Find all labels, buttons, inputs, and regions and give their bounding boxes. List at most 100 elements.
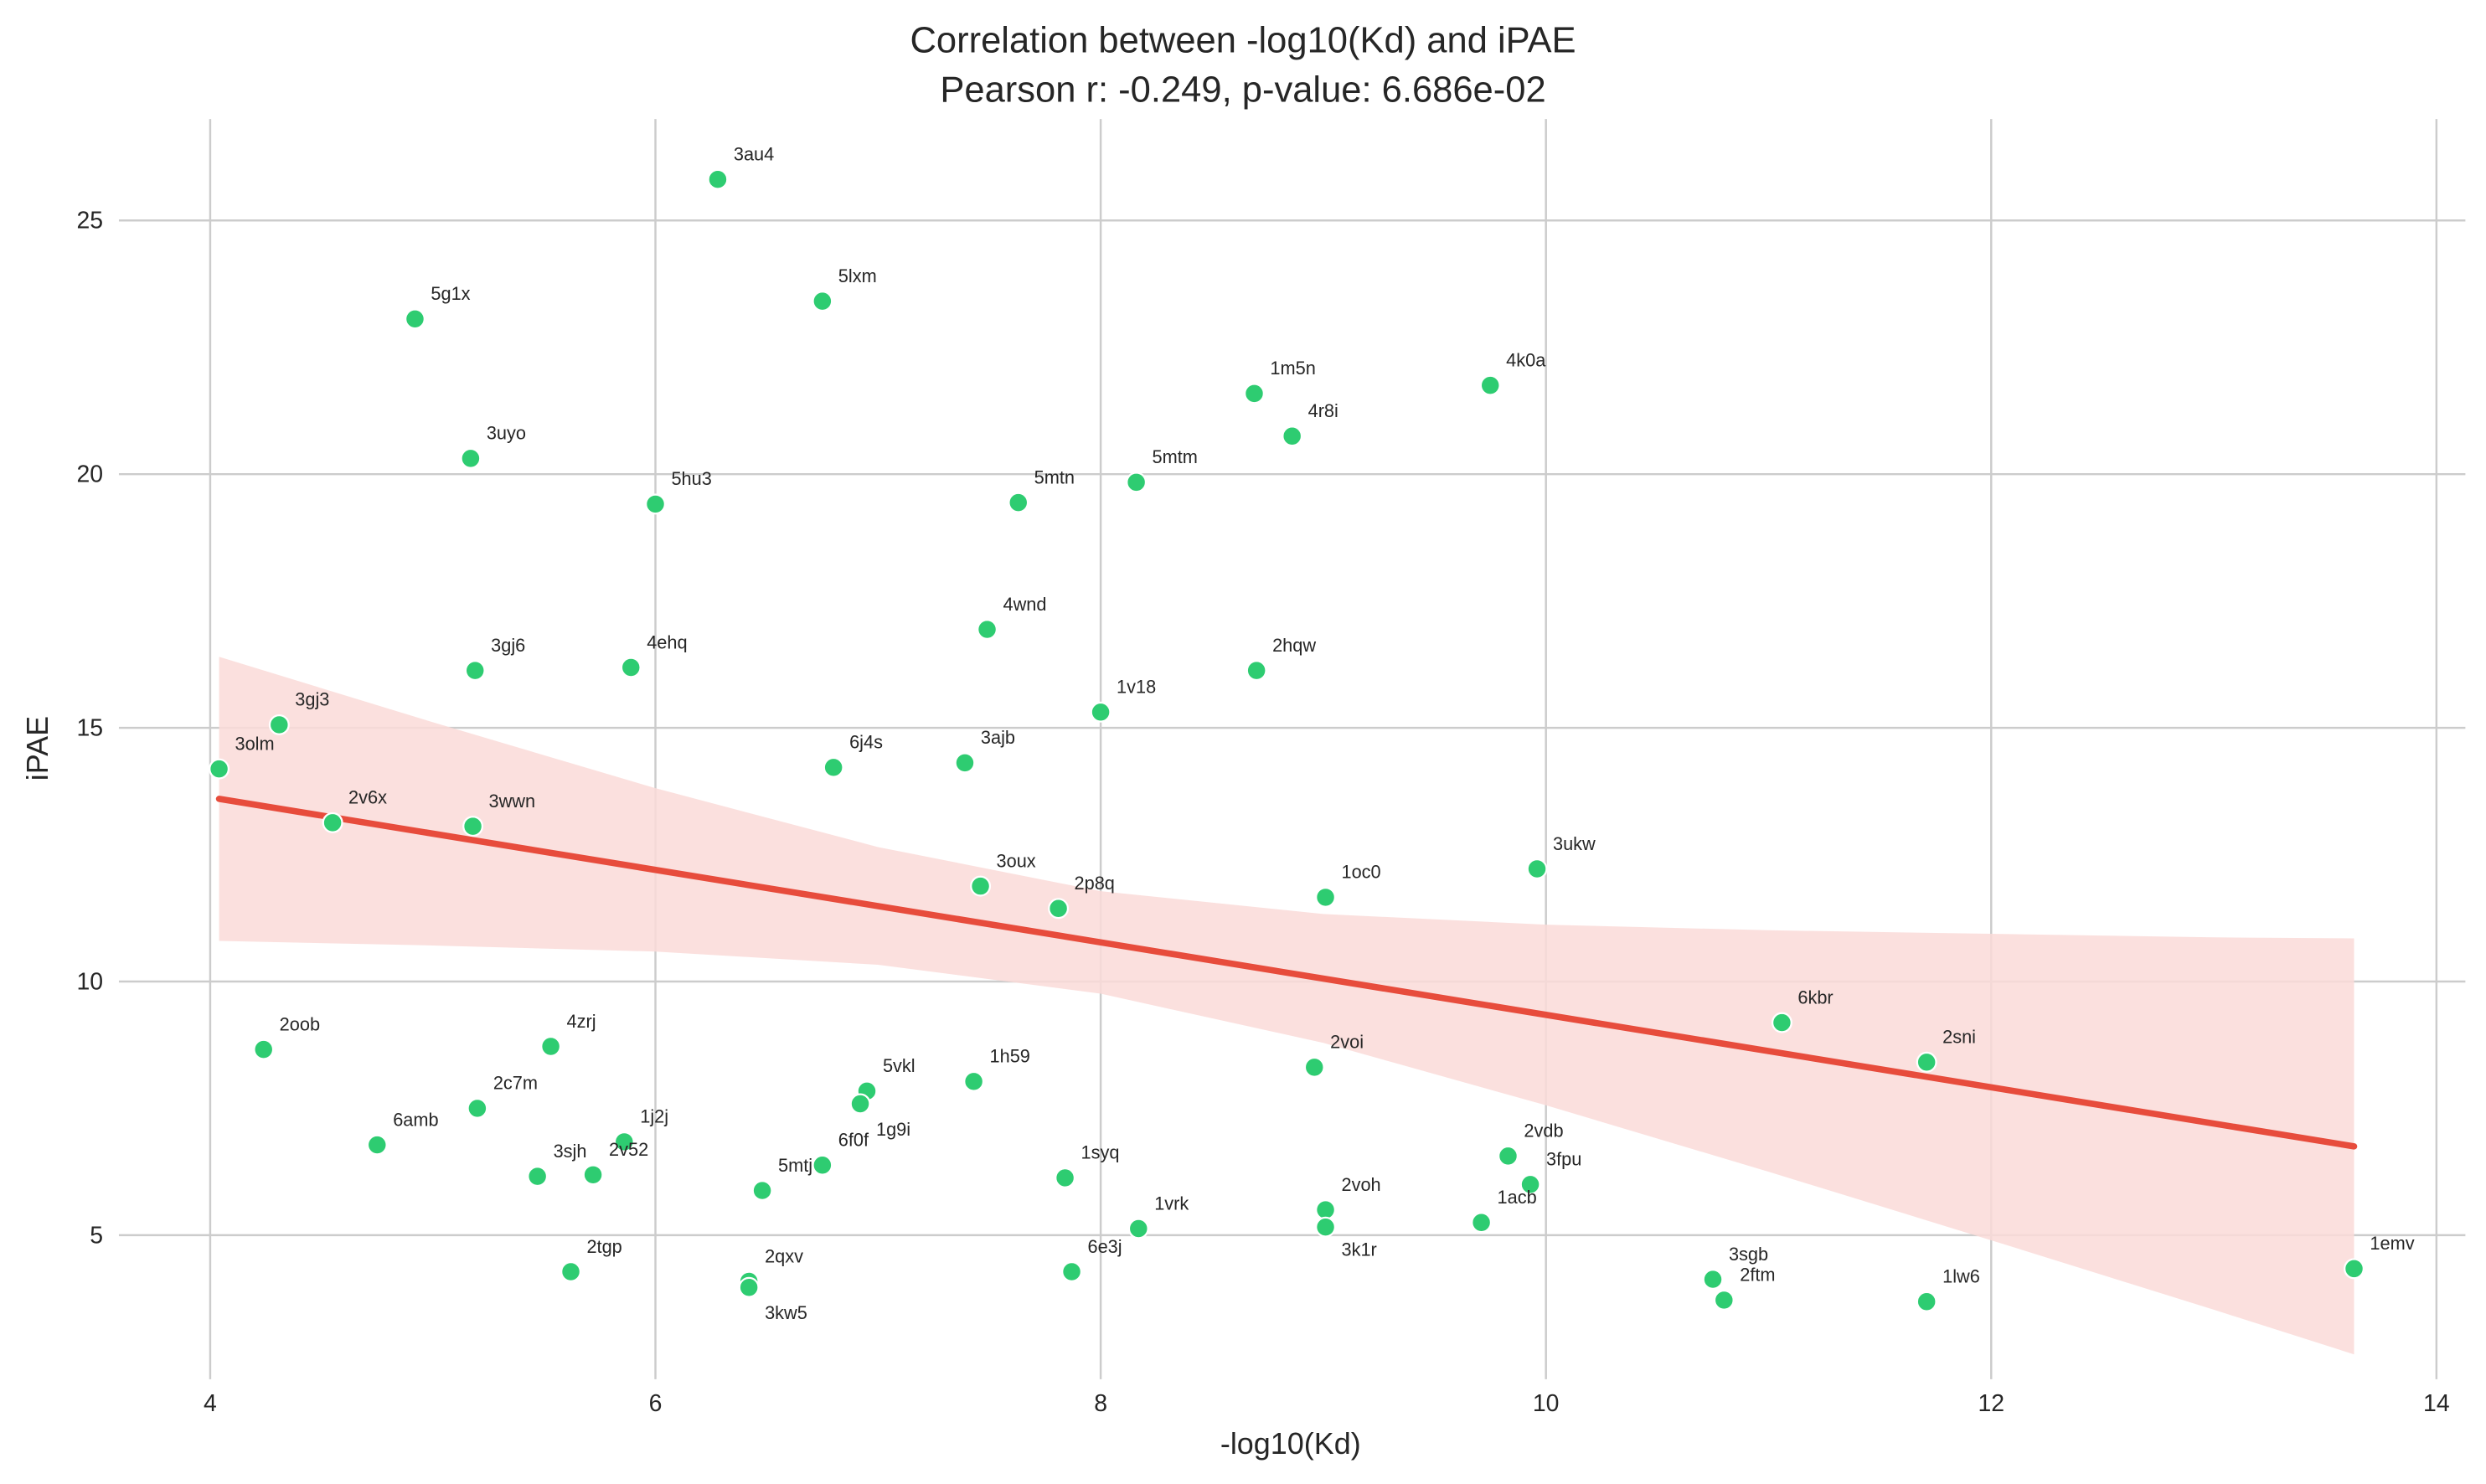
- data-point-3wwn: 3wwn: [462, 791, 535, 837]
- point-marker: [1498, 1145, 1519, 1167]
- point-label: 3kw5: [765, 1302, 807, 1323]
- point-label: 2c7m: [493, 1073, 538, 1094]
- data-point-1v18: 1v18: [1090, 677, 1156, 723]
- point-label: 5lxm: [838, 265, 877, 286]
- point-marker: [823, 756, 844, 778]
- data-point-2voi: 2voi: [1303, 1032, 1364, 1078]
- point-label: 2oob: [280, 1013, 320, 1034]
- point-label: 6j4s: [849, 732, 883, 753]
- data-point-1m5n: 1m5n: [1244, 358, 1316, 404]
- data-point-5vkl: 5vkl: [856, 1055, 915, 1102]
- point-marker: [268, 714, 290, 735]
- point-label: 2voh: [1341, 1174, 1380, 1195]
- point-marker: [645, 493, 667, 515]
- point-label: 5vkl: [883, 1055, 915, 1076]
- x-tick-label: 12: [1978, 1390, 2004, 1417]
- data-point-1h59: 1h59: [963, 1046, 1030, 1092]
- point-marker: [467, 1097, 488, 1119]
- point-marker: [1471, 1212, 1493, 1234]
- point-marker: [1282, 425, 1303, 447]
- x-tick-label: 6: [649, 1390, 663, 1417]
- point-label: 5mtj: [778, 1155, 812, 1176]
- point-marker: [527, 1166, 549, 1188]
- data-point-4wnd: 4wnd: [977, 594, 1046, 641]
- point-label: 2vdb: [1524, 1121, 1563, 1141]
- point-label: 5hu3: [671, 468, 711, 489]
- data-point-2v6x: 2v6x: [322, 787, 387, 833]
- point-label: 3ajb: [981, 727, 1015, 748]
- data-point-2oob: 2oob: [253, 1013, 320, 1060]
- point-marker: [977, 619, 998, 641]
- data-point-3gj6: 3gj6: [464, 635, 525, 682]
- point-label: 3sgb: [1729, 1244, 1768, 1265]
- data-point-1lw6: 1lw6: [1916, 1266, 1980, 1312]
- point-marker: [738, 1276, 760, 1298]
- point-label: 2sni: [1942, 1027, 1976, 1048]
- point-marker: [1246, 660, 1267, 682]
- data-point-1syq: 1syq: [1055, 1142, 1119, 1188]
- point-label: 1emv: [2370, 1233, 2414, 1254]
- data-point-5mtm: 5mtm: [1126, 446, 1198, 493]
- point-label: 3gj6: [491, 635, 525, 656]
- point-marker: [1008, 492, 1029, 513]
- point-label: 3sjh: [554, 1141, 587, 1162]
- data-point-6j4s: 6j4s: [823, 732, 883, 778]
- point-marker: [751, 1180, 773, 1202]
- point-marker: [560, 1261, 582, 1282]
- point-label: 2qxv: [765, 1245, 803, 1266]
- data-point-4r8i: 4r8i: [1282, 400, 1338, 447]
- x-axis-label: -log10(Kd): [1220, 1426, 1361, 1461]
- point-marker: [963, 1070, 985, 1092]
- data-point-3kw5: 3kw5: [738, 1276, 807, 1323]
- point-marker: [1303, 1056, 1325, 1078]
- point-marker: [462, 816, 484, 837]
- data-point-6kbr: 6kbr: [1771, 987, 1834, 1033]
- point-label: 3wwn: [488, 791, 535, 812]
- data-point-4k0a: 4k0a: [1479, 349, 1546, 396]
- data-point-1g9i: 1g9i: [849, 1093, 910, 1140]
- y-axis-label: iPAE: [20, 716, 54, 781]
- point-label: 1vrk: [1154, 1193, 1189, 1213]
- point-label: 5g1x: [431, 283, 470, 304]
- point-label: 1v18: [1117, 677, 1156, 698]
- data-point-6f0f: 6f0f: [812, 1130, 869, 1176]
- point-marker: [582, 1164, 604, 1186]
- point-marker: [1526, 858, 1548, 879]
- data-point-4zrj: 4zrj: [540, 1011, 596, 1058]
- point-label: 1lw6: [1942, 1266, 1980, 1287]
- point-marker: [1090, 701, 1111, 723]
- point-marker: [1315, 886, 1337, 908]
- point-label: 3oux: [997, 850, 1036, 871]
- regression-line: [215, 796, 2358, 1150]
- point-label: 2voi: [1330, 1032, 1364, 1053]
- point-label: 4r8i: [1308, 400, 1338, 421]
- point-marker: [460, 447, 482, 469]
- point-label: 1h59: [990, 1046, 1030, 1067]
- point-marker: [849, 1093, 871, 1115]
- data-point-1emv: 1emv: [2344, 1233, 2415, 1280]
- point-marker: [1916, 1051, 1937, 1073]
- data-point-3ajb: 3ajb: [954, 727, 1015, 774]
- point-label: 2p8q: [1075, 873, 1115, 894]
- point-label: 4ehq: [647, 631, 687, 652]
- y-tick-label: 5: [90, 1222, 103, 1249]
- point-marker: [404, 308, 426, 330]
- point-label: 6kbr: [1797, 987, 1833, 1007]
- point-label: 3fpu: [1546, 1149, 1581, 1170]
- data-point-2ftm: 2ftm: [1713, 1265, 1776, 1311]
- point-marker: [1315, 1216, 1337, 1238]
- point-marker: [1702, 1269, 1724, 1291]
- point-marker: [1771, 1012, 1792, 1033]
- data-point-3olm: 3olm: [209, 733, 275, 780]
- x-tick-label: 14: [2423, 1390, 2450, 1417]
- data-point-6amb: 6amb: [366, 1109, 439, 1156]
- point-marker: [812, 1154, 833, 1176]
- point-label: 1j2j: [640, 1106, 668, 1127]
- x-tick-label: 10: [1533, 1390, 1560, 1417]
- point-marker: [1126, 471, 1148, 493]
- point-marker: [707, 168, 729, 190]
- data-point-5hu3: 5hu3: [645, 468, 712, 515]
- data-point-2sni: 2sni: [1916, 1027, 1976, 1073]
- point-marker: [2344, 1258, 2365, 1280]
